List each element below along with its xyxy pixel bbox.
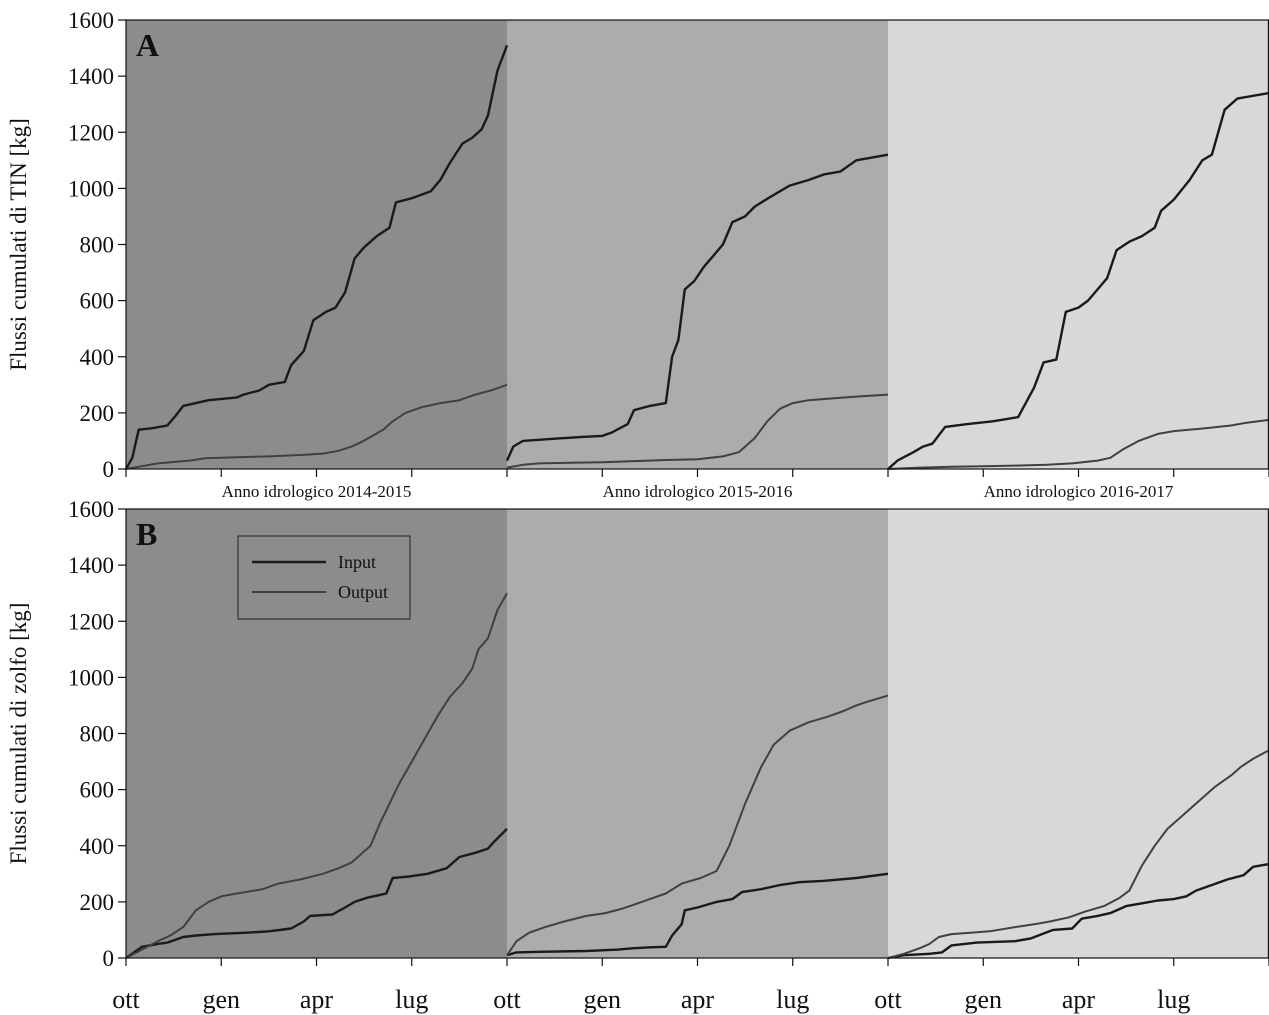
x-tick-label: ott (112, 985, 140, 1014)
year-band-3 (888, 509, 1269, 958)
x-tick-label: apr (681, 985, 715, 1014)
y-tick-label: 0 (103, 457, 115, 482)
x-tick-label: apr (1062, 985, 1096, 1014)
y-tick-label: 200 (80, 890, 115, 915)
y-tick-label: 400 (80, 834, 115, 859)
x-axis: ott gen apr lug ott gen apr lug ott gen apr lug (112, 469, 1269, 1014)
year-band-1 (126, 509, 507, 958)
y-tick-label: 600 (80, 289, 115, 314)
year-band-3 (888, 20, 1269, 469)
x-tick-label: ott (493, 985, 521, 1014)
y-tick-label: 800 (80, 722, 115, 747)
panel-a-y-axis: 0 200 400 600 800 1000 1200 1400 1600 (68, 8, 126, 482)
panel-a: 0 200 400 600 800 1000 1200 1400 1600 Flussi cum… (6, 8, 1269, 482)
year-label-2014-2015: Anno idrologico 2014-2015 (222, 482, 412, 501)
panel-b-y-axis: 0 200 400 600 800 1000 1200 1400 1600 (68, 497, 126, 971)
panel-b-y-axis-label: Flussi cumulati di zolfo [kg] (6, 603, 31, 865)
year-band-2 (507, 509, 888, 958)
panel-a-series (124, 44, 1269, 470)
panel-a-backgrounds (126, 20, 1269, 469)
x-tick-label: gen (202, 985, 240, 1014)
y-tick-label: 1200 (68, 609, 114, 634)
series-input-year-2 (506, 872, 889, 957)
series-output-year-1 (125, 383, 508, 470)
panel-b-label: B (136, 516, 157, 552)
series-input-year-1 (124, 44, 509, 470)
series-output-year-1 (125, 592, 508, 959)
x-tick-label: gen (964, 985, 1002, 1014)
x-tick-label: apr (300, 985, 334, 1014)
panel-b-series (125, 592, 1269, 960)
year-band-2 (507, 20, 888, 469)
year-band-1 (126, 20, 507, 469)
y-tick-label: 1600 (68, 497, 114, 522)
y-tick-label: 600 (80, 778, 115, 803)
y-tick-label: 1000 (68, 665, 114, 690)
series-output-year-2 (506, 393, 889, 469)
panel-a-label: A (136, 27, 159, 63)
legend: Input Output (237, 535, 411, 620)
y-tick-label: 800 (80, 233, 115, 258)
y-tick-label: 200 (80, 401, 115, 426)
legend-output-label: Output (338, 582, 388, 602)
series-input-year-3 (887, 91, 1269, 470)
legend-input-label: Input (338, 552, 376, 572)
y-tick-label: 1400 (68, 64, 114, 89)
panel-b-backgrounds (126, 509, 1269, 958)
series-output-year-3 (887, 749, 1269, 959)
series-output-year-3 (887, 418, 1269, 470)
series-output-year-2 (506, 694, 889, 956)
y-tick-label: 1600 (68, 8, 114, 33)
year-label-2015-2016: Anno idrologico 2015-2016 (603, 482, 793, 501)
legend-box (237, 535, 411, 620)
x-tick-label: ott (874, 985, 902, 1014)
x-tick-label: lug (776, 985, 809, 1014)
y-tick-label: 400 (80, 345, 115, 370)
year-labels: Anno idrologico 2014-2015 Anno idrologic… (222, 482, 1174, 501)
y-tick-label: 1400 (68, 553, 114, 578)
series-input-year-2 (505, 153, 889, 462)
y-tick-label: 0 (103, 946, 115, 971)
y-tick-label: 1200 (68, 120, 114, 145)
year-label-2016-2017: Anno idrologico 2016-2017 (984, 482, 1174, 501)
panel-a-y-axis-label: Flussi cumulati di TIN [kg] (6, 118, 31, 371)
panel-b: 0 200 400 600 800 1000 1200 1400 1600 Flussi cum… (6, 497, 1269, 971)
series-input-year-3 (887, 862, 1269, 960)
x-tick-label: gen (583, 985, 621, 1014)
series-input-year-1 (125, 828, 508, 959)
x-tick-label: lug (1157, 985, 1190, 1014)
x-tick-label: lug (395, 985, 428, 1014)
y-tick-label: 1000 (68, 176, 114, 201)
